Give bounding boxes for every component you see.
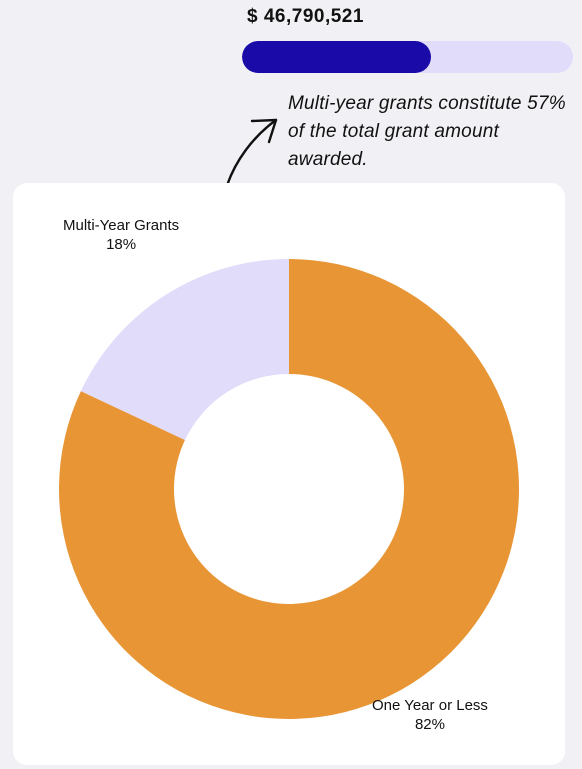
slice-label-one-year-name: One Year or Less (372, 697, 488, 714)
donut-chart (58, 259, 520, 719)
progress-fill (242, 41, 431, 73)
slice-label-one-year-value: 82% (414, 716, 445, 733)
total-amount: $ 46,790,521 (247, 6, 364, 27)
chart-card: Multi-Year Grants 18% One Year or Less 8… (13, 183, 565, 765)
annotation-note: Multi-year grants constitute 57% of the … (288, 93, 566, 170)
donut-slice-multi-year (80, 259, 290, 441)
donut-slice-one-year (58, 259, 520, 719)
slice-label-one-year: One Year or Less 82% (372, 696, 488, 734)
slice-label-multi-year-name: Multi-Year Grants (63, 217, 180, 234)
slice-label-multi-year: Multi-Year Grants 18% (63, 216, 179, 254)
slice-label-multi-year-value: 18% (106, 236, 137, 253)
multi-year-share-progress-bar (242, 41, 573, 73)
